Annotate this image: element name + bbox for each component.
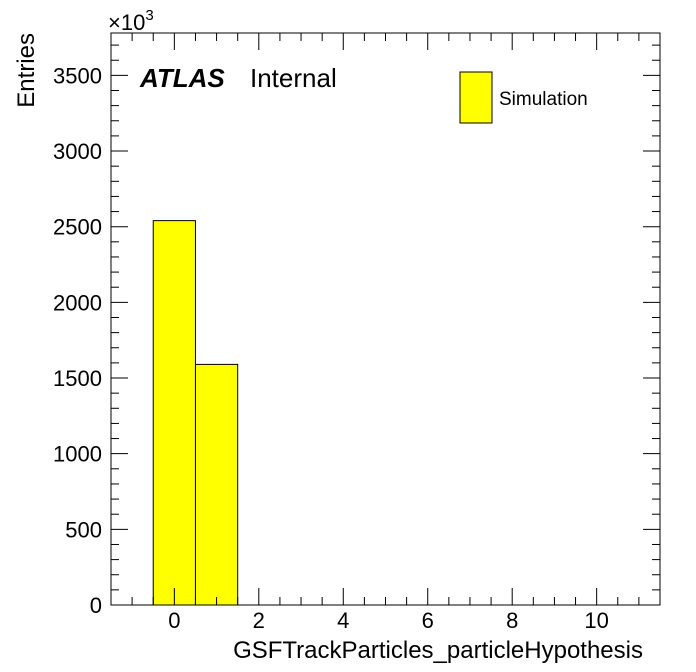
y-multiplier: ×103	[108, 7, 154, 35]
y-tick-label: 3500	[53, 63, 102, 88]
y-tick-label: 1000	[53, 442, 102, 467]
x-axis-title: GSFTrackParticles_particleHypothesis	[233, 637, 643, 664]
plot-frame	[110, 32, 661, 606]
x-tick-label: 8	[506, 608, 518, 633]
internal-label: Internal	[250, 63, 337, 93]
x-tick-label: 10	[584, 608, 608, 633]
legend: Simulation	[459, 71, 588, 124]
x-tick-label: 4	[337, 608, 349, 633]
y-tick-label: 0	[90, 593, 102, 618]
y-tick-labels: 0 500 1000 1500 2000 2500 3000 3500	[53, 63, 102, 618]
y-multiplier-exponent: 3	[145, 7, 153, 24]
y-tick-label: 3000	[53, 139, 102, 164]
legend-swatch-simulation	[459, 71, 493, 124]
legend-label-simulation: Simulation	[499, 89, 588, 110]
y-axis-title: Entries	[13, 33, 40, 108]
x-tick-label: 6	[422, 608, 434, 633]
x-tick-labels: 0 2 4 6 8 10	[168, 608, 609, 633]
x-tick-label: 2	[253, 608, 265, 633]
histogram-bars	[152, 220, 239, 606]
x-tick-label: 0	[168, 608, 180, 633]
histogram-bar-1	[194, 363, 239, 606]
y-tick-label: 2000	[53, 290, 102, 315]
y-tick-label: 2500	[53, 215, 102, 240]
y-tick-label: 1500	[53, 366, 102, 391]
y-tick-label: 500	[65, 517, 102, 542]
histogram-bar-0	[152, 220, 196, 606]
atlas-label: ATLAS	[139, 63, 225, 93]
